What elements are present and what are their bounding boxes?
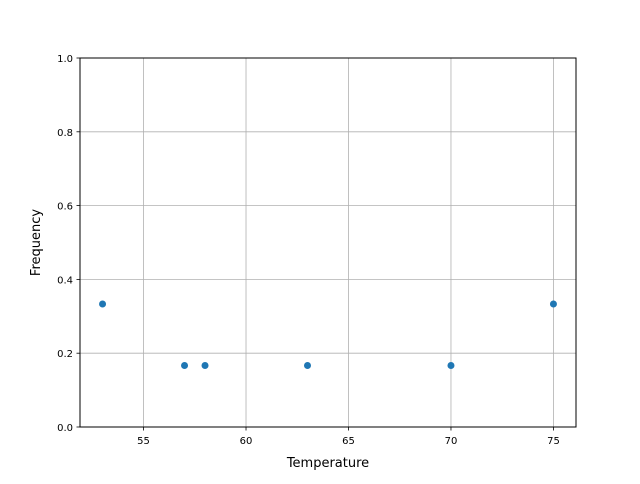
y-tick-label: 1.0 [57, 54, 73, 65]
x-tick-label: 65 [342, 436, 355, 447]
y-tick-label: 0.0 [57, 423, 73, 434]
data-point [549, 300, 557, 308]
data-point [201, 361, 209, 369]
x-tick-label: 75 [547, 436, 560, 447]
x-axis-label: Temperature [286, 456, 369, 471]
ticks: 55 60 65 70 75 0.0 0.2 0.4 0.6 0.8 1.0 [57, 54, 560, 447]
data-point [181, 361, 189, 369]
data-point [447, 361, 455, 369]
plot-frame [79, 57, 577, 428]
y-tick-label: 0.4 [57, 275, 73, 286]
x-tick-label: 55 [137, 436, 150, 447]
grid [80, 57, 576, 428]
y-tick-label: 0.6 [57, 202, 73, 213]
y-tick-label: 0.8 [57, 128, 73, 139]
data-point [304, 361, 312, 369]
y-tick-label: 0.2 [57, 349, 73, 360]
x-tick-label: 60 [240, 436, 253, 447]
data-points [99, 300, 557, 369]
x-tick-label: 70 [445, 436, 458, 447]
y-axis-label: Frequency [29, 209, 44, 276]
data-point [99, 300, 107, 308]
